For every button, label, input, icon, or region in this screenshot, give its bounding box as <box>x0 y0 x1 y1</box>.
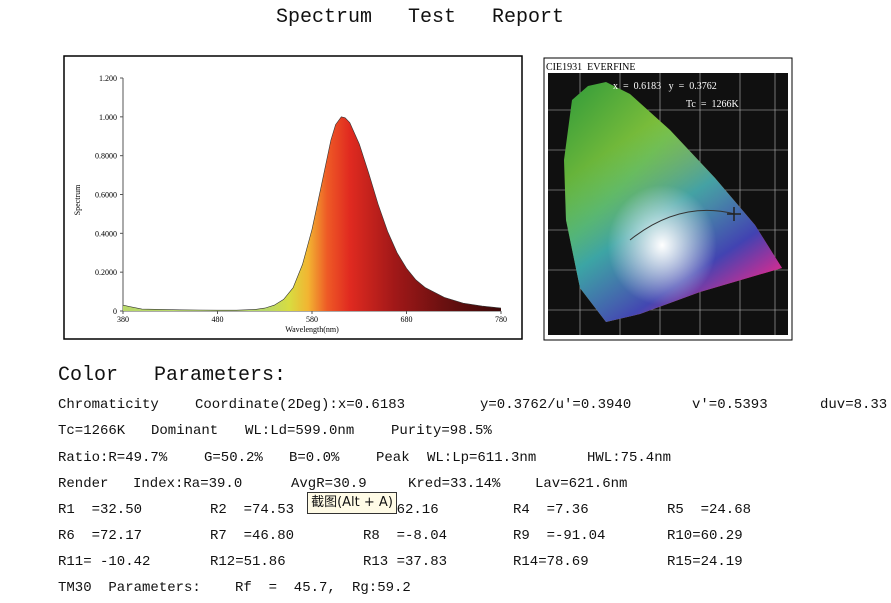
parameter-text: R6 =72.17 <box>58 528 143 544</box>
parameter-text: Rg:59.2 <box>352 580 411 596</box>
parameter-text: TM30 Parameters: <box>58 580 201 596</box>
parameter-text: R14=78.69 <box>513 554 589 570</box>
parameter-text: B=0.0% <box>289 450 340 466</box>
x-axis-label: Wavelength(nm) <box>285 325 339 334</box>
parameter-text: R5 =24.68 <box>667 502 752 518</box>
parameter-text: R1 =32.50 <box>58 502 143 518</box>
x-tick-label: 380 <box>117 315 129 324</box>
y-tick-label: 0.8000 <box>95 152 117 161</box>
cie-header: CIE1931 EVERFINE <box>546 62 635 73</box>
x-tick-label: 680 <box>401 315 413 324</box>
parameter-text: R11= -10.42 <box>58 554 151 570</box>
parameter-text: R4 =7.36 <box>513 502 589 518</box>
y-axis-label: Spectrum <box>73 184 82 215</box>
cie-header-bg <box>545 59 660 72</box>
parameter-text: Lav=621.6nm <box>535 476 628 492</box>
parameter-text: Index:Ra=39.0 <box>133 476 243 492</box>
parameter-text: Render <box>58 476 109 492</box>
parameter-text: Chromaticity <box>58 397 159 413</box>
parameter-text: y=0.3762/u'=0.3940 <box>480 397 632 413</box>
parameter-text: Tc=1266K <box>58 423 126 439</box>
y-tick-label: 0.6000 <box>95 191 117 200</box>
spectrum-chart: Wavelength(nm) Spectrum CIE1931 EVERFINE… <box>63 55 793 341</box>
parameter-text: Ratio:R=49.7% <box>58 450 168 466</box>
parameter-text: AvgR=30.9 <box>291 476 367 492</box>
tooltip: 截图(Alt + A) <box>307 492 397 514</box>
parameter-text: HWL:75.4nm <box>587 450 672 466</box>
parameter-text: Peak <box>376 450 410 466</box>
y-tick-label: 1.200 <box>99 74 117 83</box>
parameter-text: R7 =46.80 <box>210 528 295 544</box>
parameter-text: R8 =-8.04 <box>363 528 448 544</box>
cie-locus <box>564 82 782 322</box>
parameter-text: R12=51.86 <box>210 554 286 570</box>
x-tick-label: 580 <box>306 315 318 324</box>
parameter-text: R2 =74.53 <box>210 502 295 518</box>
parameter-text: R9 =-91.04 <box>513 528 606 544</box>
parameter-text: WL:Lp=611.3nm <box>427 450 537 466</box>
x-tick-label: 780 <box>495 315 507 324</box>
cie-tc: Tc = 1266K <box>686 99 739 110</box>
parameter-text: WL:Ld=599.0nm <box>245 423 355 439</box>
x-tick-label: 480 <box>212 315 224 324</box>
section-heading: Color Parameters: <box>58 364 287 387</box>
parameter-text: G=50.2% <box>204 450 263 466</box>
parameter-text: R13 =37.83 <box>363 554 448 570</box>
report-title: Spectrum Test Report <box>275 6 565 29</box>
parameter-text: Kred=33.14% <box>408 476 501 492</box>
y-tick-label: 1.000 <box>99 113 117 122</box>
parameter-text: v'=0.5393 <box>692 397 768 413</box>
parameter-text: duv=8.33 <box>820 397 888 413</box>
y-tick-label: 0 <box>113 307 117 316</box>
parameter-text: R15=24.19 <box>667 554 743 570</box>
y-tick-label: 0.4000 <box>95 229 117 238</box>
parameter-text: Purity=98.5% <box>391 423 492 439</box>
cie-coords: x = 0.6183 y = 0.3762 <box>613 81 717 92</box>
y-tick-label: 0.2000 <box>95 268 117 277</box>
parameter-text: Coordinate(2Deg):x=0.6183 <box>195 397 406 413</box>
parameter-text: Dominant <box>151 423 219 439</box>
parameter-text: R10=60.29 <box>667 528 743 544</box>
spectrum-line <box>122 116 502 311</box>
parameter-text: Rf = 45.7, <box>235 580 336 596</box>
spectrum-area <box>123 116 501 311</box>
